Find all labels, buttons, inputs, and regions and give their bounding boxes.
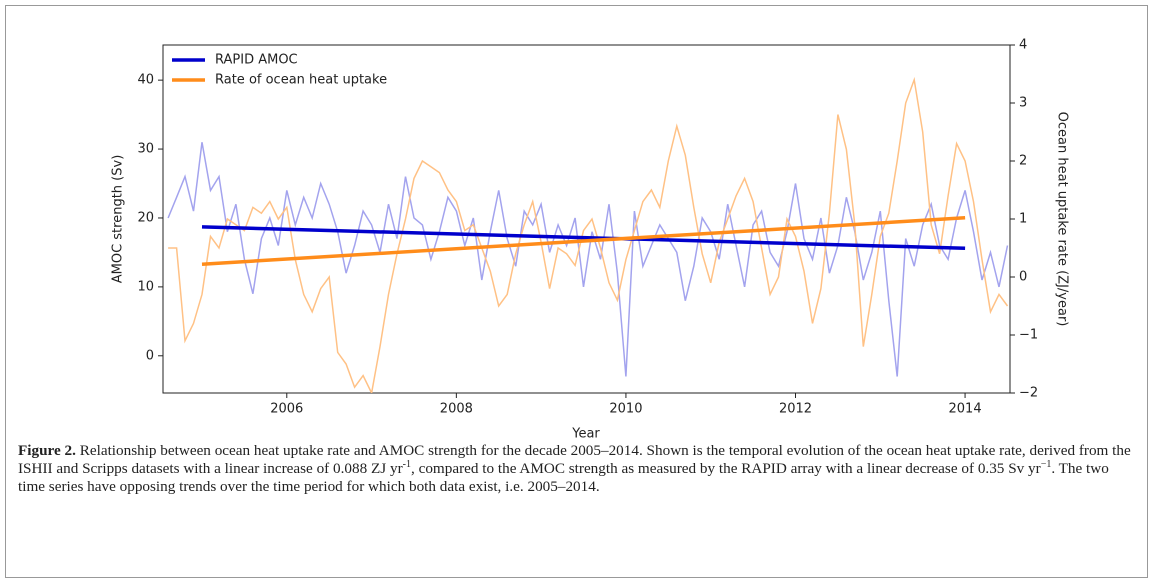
y2-axis-label: Ocean heat uptake rate (ZJ/year) [1055,112,1070,327]
x-axis-label: Year [571,427,600,441]
y-tick-label: 30 [137,142,154,157]
legend-label: RAPID AMOC [215,53,298,68]
trend-line [201,225,966,251]
y2-tick-label: 2 [1019,154,1027,169]
series-line [167,142,1009,377]
series-line [168,76,1009,393]
y-tick-label: 10 [137,279,154,294]
trend-line [201,216,966,266]
y2-tick-label: 4 [1019,38,1027,53]
x-tick-label: 2012 [779,402,812,417]
x-tick-label: 2010 [609,402,642,417]
x-tick-label: 2014 [949,402,982,417]
caption: Figure 2. Relationship between ocean hea… [18,442,1136,496]
y2-tick-label: 3 [1019,96,1027,111]
caption-superscript: -1 [402,458,411,470]
caption-superscript: −1 [1040,458,1052,470]
y2-tick-label: −2 [1019,386,1038,401]
y-tick-label: 40 [137,73,154,88]
y-tick-label: 20 [137,210,154,225]
caption-label: Figure 2. [18,442,76,459]
x-tick-label: 2006 [270,402,303,417]
caption-text: . The two time series have opposing tren… [18,460,1109,495]
caption-text: , compared to the AMOC strength as measu… [411,460,1041,477]
y2-tick-label: 1 [1019,212,1027,227]
caption-text: Relationship between ocean heat uptake r… [18,442,1131,477]
y-axis-label: AMOC strength (Sv) [111,155,126,284]
chart: Year AMOC strength (Sv) Ocean heat uptak… [111,38,1070,441]
plot-frame [162,44,1011,394]
x-tick-label: 2008 [440,402,473,417]
legend-label: Rate of ocean heat uptake [215,73,387,88]
y2-tick-label: 0 [1019,270,1027,285]
figure-frame [5,5,1148,578]
y-tick-label: 0 [146,348,154,363]
y2-tick-label: −1 [1019,328,1038,343]
